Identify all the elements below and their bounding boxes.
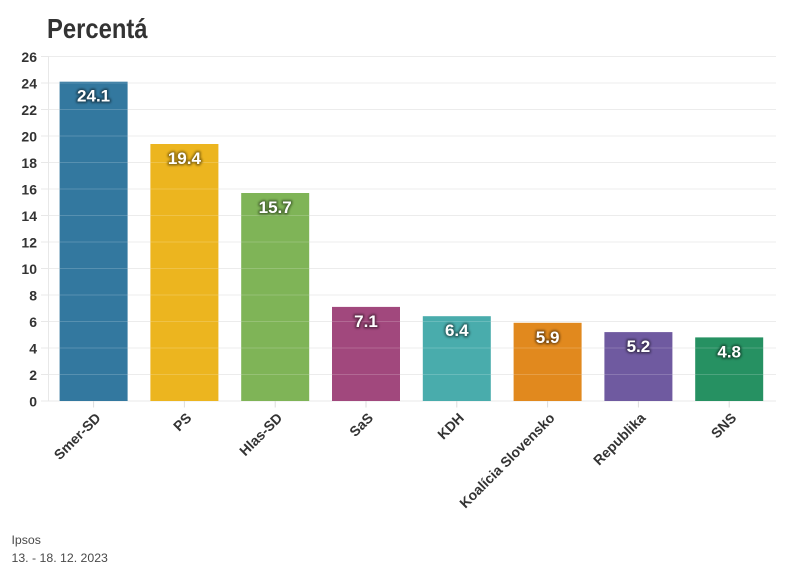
svg-text:16: 16 <box>21 182 37 198</box>
svg-text:0: 0 <box>29 394 37 410</box>
svg-text:24.1: 24.1 <box>77 87 110 106</box>
svg-text:Hlas-SD: Hlas-SD <box>236 410 285 459</box>
svg-text:6.4: 6.4 <box>445 321 469 340</box>
svg-text:8: 8 <box>29 288 37 304</box>
svg-text:4: 4 <box>29 341 37 357</box>
svg-text:24.1: 24.1 <box>77 87 110 106</box>
svg-text:SNS: SNS <box>708 410 740 442</box>
svg-text:15.7: 15.7 <box>259 198 292 217</box>
svg-text:SaS: SaS <box>346 410 376 440</box>
svg-text:5.2: 5.2 <box>627 337 651 356</box>
svg-text:4.8: 4.8 <box>717 342 741 361</box>
svg-text:7.1: 7.1 <box>354 312 378 331</box>
svg-text:15.7: 15.7 <box>259 198 292 217</box>
svg-text:5.9: 5.9 <box>536 328 560 347</box>
svg-text:6: 6 <box>29 314 37 330</box>
svg-text:Koalícia Slovensko: Koalícia Slovensko <box>456 410 558 512</box>
svg-text:6.4: 6.4 <box>445 321 469 340</box>
svg-text:19.4: 19.4 <box>168 149 202 168</box>
svg-text:22: 22 <box>21 102 37 118</box>
svg-text:10: 10 <box>21 261 37 277</box>
svg-text:14: 14 <box>21 208 37 224</box>
svg-text:5.9: 5.9 <box>536 328 560 347</box>
svg-text:20: 20 <box>21 129 37 145</box>
svg-text:24: 24 <box>21 76 37 92</box>
svg-text:18: 18 <box>21 155 37 171</box>
svg-text:2: 2 <box>29 367 37 383</box>
svg-text:PS: PS <box>170 410 195 435</box>
svg-text:Smer-SD: Smer-SD <box>51 410 104 463</box>
svg-text:Republika: Republika <box>590 409 649 468</box>
svg-text:4.8: 4.8 <box>717 342 741 361</box>
svg-text:12: 12 <box>21 235 37 251</box>
svg-text:7.1: 7.1 <box>354 312 378 331</box>
svg-text:26: 26 <box>21 49 37 65</box>
svg-text:KDH: KDH <box>434 410 467 443</box>
svg-text:19.4: 19.4 <box>168 149 202 168</box>
svg-text:5.2: 5.2 <box>627 337 651 356</box>
